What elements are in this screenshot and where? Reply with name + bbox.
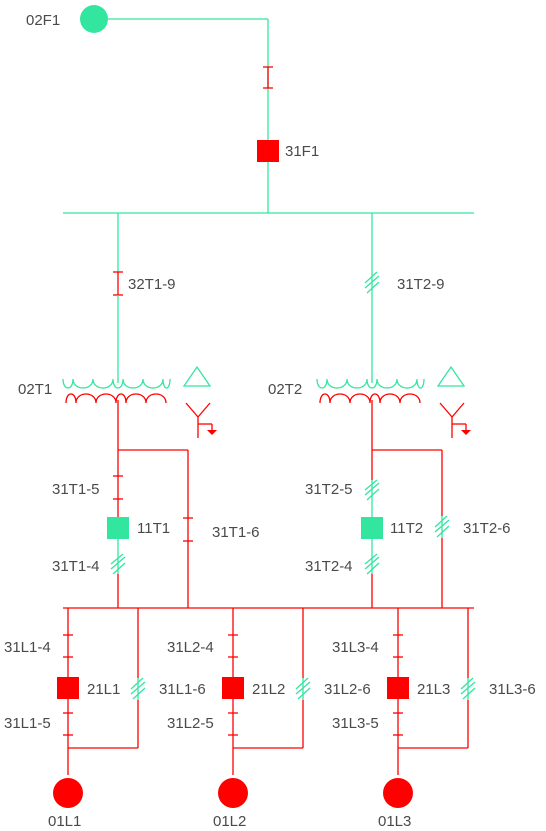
label-01L2: 01L2 [213, 813, 246, 830]
branch-t1-lv [107, 400, 193, 608]
label-31T2-9: 31T2-9 [397, 276, 445, 293]
label-31T2-4: 31T2-4 [305, 558, 353, 575]
disconnector-32T1-9[interactable] [113, 271, 123, 296]
breaker-21L2[interactable] [222, 677, 244, 699]
feeder-L2 [218, 608, 311, 808]
disconnector-feeder[interactable] [263, 66, 273, 89]
branch-t2-hv [364, 213, 380, 383]
transformer-02T2[interactable] [316, 365, 471, 438]
label-31F1: 31F1 [285, 143, 319, 160]
breaker-21L1[interactable] [57, 677, 79, 699]
label-31L3-4: 31L3-4 [332, 639, 379, 656]
label-21L3: 21L3 [417, 681, 450, 698]
label-31L1-5: 31L1-5 [4, 715, 51, 732]
label-31T1-4: 31T1-4 [52, 558, 100, 575]
breaker-11T1[interactable] [107, 517, 129, 539]
label-31L3-5: 31L3-5 [332, 715, 379, 732]
source-02F1[interactable] [80, 5, 108, 33]
label-11T1: 11T1 [137, 520, 170, 537]
disconnector-31L3-5[interactable] [393, 712, 403, 736]
load-01L2[interactable] [218, 778, 248, 808]
label-32T1-9: 32T1-9 [128, 276, 176, 293]
disconnector-31T1-6[interactable] [183, 517, 193, 542]
label-02F1: 02F1 [26, 12, 60, 29]
label-31T2-6: 31T2-6 [463, 520, 511, 537]
disconnector-31L1-4[interactable] [63, 634, 73, 658]
breaker-11T2[interactable] [361, 517, 383, 539]
disconnector-31L3-6[interactable] [460, 677, 476, 700]
load-01L1[interactable] [53, 778, 83, 808]
label-31T1-6: 31T1-6 [212, 524, 260, 541]
label-31T2-5: 31T2-5 [305, 481, 353, 498]
disconnector-31L1-6[interactable] [130, 677, 146, 700]
feeder-L3 [383, 608, 476, 808]
label-31L1-4: 31L1-4 [4, 639, 51, 656]
labels: 02F1 31F1 32T1-9 31T2-9 02T1 02T2 31T1-5… [4, 12, 536, 830]
label-31T1-5: 31T1-5 [52, 481, 100, 498]
label-31L3-6: 31L3-6 [489, 681, 536, 698]
disconnector-31T2-4[interactable] [364, 553, 380, 575]
source-feeder [80, 5, 279, 213]
disconnector-31T1-4[interactable] [110, 553, 126, 575]
wye-grounded-icon [439, 402, 471, 438]
disconnector-31T2-9[interactable] [364, 271, 380, 294]
label-02T2: 02T2 [268, 381, 302, 398]
branch-t1-hv [113, 213, 123, 383]
label-31L2-4: 31L2-4 [167, 639, 214, 656]
disconnector-31L2-6[interactable] [295, 677, 311, 700]
wye-grounded-icon [185, 402, 217, 438]
label-02T1: 02T1 [18, 381, 52, 398]
label-31L2-6: 31L2-6 [324, 681, 371, 698]
label-31L1-6: 31L1-6 [159, 681, 206, 698]
breaker-21L3[interactable] [387, 677, 409, 699]
disconnector-31T1-5[interactable] [113, 475, 123, 500]
disconnector-31L3-4[interactable] [393, 634, 403, 658]
label-11T2: 11T2 [390, 520, 423, 537]
branch-t2-lv [361, 400, 450, 608]
disconnector-31L2-5[interactable] [228, 712, 238, 736]
label-01L1: 01L1 [48, 813, 81, 830]
disconnector-31T2-6[interactable] [434, 515, 450, 538]
breaker-31F1[interactable] [257, 140, 279, 162]
load-01L3[interactable] [383, 778, 413, 808]
delta-winding-icon [182, 365, 212, 387]
transformer-02T1[interactable] [62, 365, 217, 438]
delta-winding-icon [436, 365, 466, 387]
disconnector-31L2-4[interactable] [228, 634, 238, 658]
label-31L2-5: 31L2-5 [167, 715, 214, 732]
label-21L1: 21L1 [87, 681, 120, 698]
feeder-L1 [53, 608, 146, 808]
label-01L3: 01L3 [378, 813, 411, 830]
disconnector-31L1-5[interactable] [63, 712, 73, 736]
disconnector-31T2-5[interactable] [364, 479, 380, 501]
label-21L2: 21L2 [252, 681, 285, 698]
